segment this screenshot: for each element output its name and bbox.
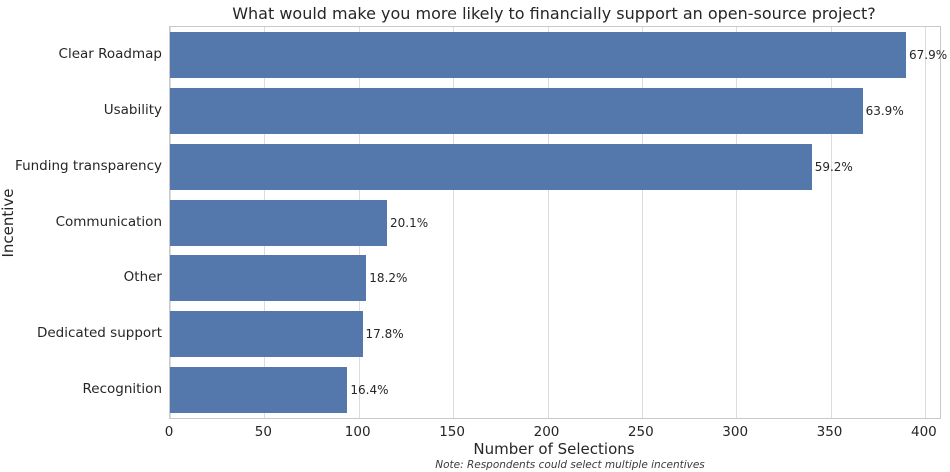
chart-title: What would make you more likely to finan… <box>232 4 876 23</box>
x-axis-label: Number of Selections <box>473 440 635 458</box>
bar-value-label: 18.2% <box>369 271 408 286</box>
bar-value-label: 17.8% <box>365 327 404 342</box>
bar <box>170 143 812 190</box>
x-tick-label: 300 <box>722 424 749 440</box>
gridline-x-150 <box>453 27 455 418</box>
bar-value-label: 63.9% <box>865 103 904 118</box>
bar <box>170 311 363 358</box>
gridline-x-300 <box>736 27 738 418</box>
y-tick-label: Other <box>123 269 162 286</box>
y-tick-label: Funding transparency <box>15 157 162 174</box>
x-tick-label: 400 <box>911 424 937 440</box>
y-tick-label: Communication <box>55 213 162 230</box>
y-tick-label: Usability <box>103 101 162 118</box>
x-tick-label: 0 <box>164 424 174 440</box>
gridline-x-400 <box>924 27 926 418</box>
plot-area: 67.9% 63.9% 59.2% 20.1% 18.2% 17.8% 16.4% <box>169 26 947 419</box>
bar <box>170 199 387 246</box>
bar-value-label: 16.4% <box>350 383 389 398</box>
y-axis-label: Incentive <box>0 188 17 258</box>
x-tick-label: 150 <box>439 424 465 440</box>
x-tick-label: 50 <box>254 424 272 440</box>
bar <box>170 367 348 414</box>
bar-value-label: 20.1% <box>390 215 429 230</box>
bar <box>170 87 863 134</box>
bar <box>170 31 906 78</box>
x-tick-label: 100 <box>344 424 371 440</box>
y-tick-label: Recognition <box>82 381 163 398</box>
gridline-x-250 <box>641 27 643 418</box>
bar-value-label: 67.9% <box>909 47 948 62</box>
gridline-x-350 <box>830 27 832 418</box>
gridline-x-200 <box>547 27 549 418</box>
x-tick-label: 200 <box>533 424 560 440</box>
y-tick-label: Dedicated support <box>36 325 162 342</box>
y-tick-label: Clear Roadmap <box>58 45 162 62</box>
x-tick-label: 350 <box>816 424 843 440</box>
bar <box>170 255 367 302</box>
x-tick-label: 250 <box>627 424 654 440</box>
footnote: Note: Respondents could select multiple … <box>435 459 705 471</box>
bar-value-label: 59.2% <box>814 159 853 174</box>
